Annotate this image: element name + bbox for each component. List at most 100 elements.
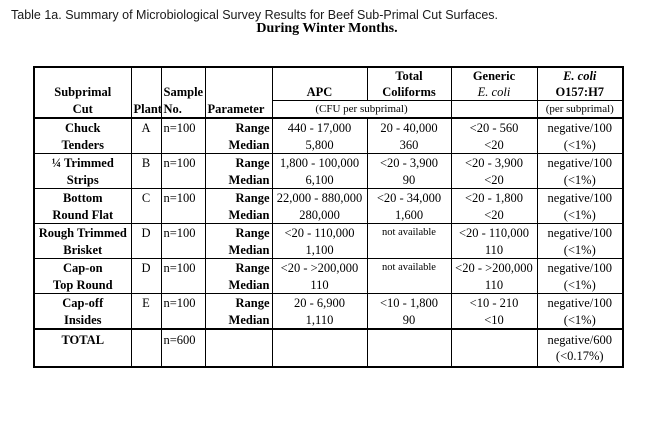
plant-cell: D	[131, 258, 162, 276]
sample-cell: n=100	[161, 153, 206, 171]
parameter-median: Median	[205, 136, 273, 154]
sample-cell: n=100	[161, 258, 206, 276]
o157-percent: (<1%)	[537, 136, 623, 154]
generic-median: 110	[451, 241, 538, 259]
cut-name-line2: Round Flat	[34, 206, 132, 224]
coliforms-median	[367, 276, 452, 294]
header-row-2: Subprimal Sample APC Coliforms E. coli O…	[34, 84, 623, 101]
o157-result: negative/100	[547, 225, 613, 240]
header-plant: Plant	[131, 100, 162, 119]
generic-cell	[451, 329, 538, 367]
header-parameter: Parameter	[205, 100, 273, 119]
sample-cell	[161, 276, 206, 294]
header-ecoli-unit: (per subprimal)	[537, 100, 623, 119]
header-cfu-unit: (CFU per subprimal)	[272, 100, 452, 119]
table-row: Rough Trimmed D n=100 Range <20 - 110,00…	[34, 223, 623, 241]
generic-median: <10	[451, 311, 538, 330]
coliforms-median	[367, 241, 452, 259]
cut-name-line2: Brisket	[34, 241, 132, 259]
table-row: Chuck A n=100 Range 440 - 17,000 20 - 40…	[34, 118, 623, 136]
total-o157: negative/600 (<0.17%)	[537, 329, 623, 367]
header-sample-line1: Sample	[161, 84, 206, 101]
header-cell	[272, 67, 368, 84]
table-row: Strips Median 6,100 90 <20 (<1%)	[34, 171, 623, 189]
plant-cell: A	[131, 118, 162, 136]
sample-cell	[161, 136, 206, 154]
cut-name-line2: Insides	[34, 311, 132, 330]
cut-name: Bottom	[34, 188, 132, 206]
sample-cell: n=100	[161, 223, 206, 241]
header-cell	[131, 84, 162, 101]
header-generic-line2: E. coli	[451, 84, 538, 101]
table-caption: Table 1a. Summary of Microbiological Sur…	[11, 8, 498, 22]
total-sample: n=600	[161, 329, 206, 367]
apc-median: 110	[272, 276, 368, 294]
table-row: Brisket Median 1,100 110 (<1%)	[34, 241, 623, 259]
plant-cell: B	[131, 153, 162, 171]
plant-cell	[131, 276, 162, 294]
parameter-range: Range	[205, 153, 273, 171]
sample-cell	[161, 311, 206, 330]
apc-range: 440 - 17,000	[272, 118, 368, 136]
survey-table: Total Generic E. coli Subprimal Sample A…	[33, 66, 624, 368]
apc-median: 280,000	[272, 206, 368, 224]
apc-range: 1,800 - 100,000	[272, 153, 368, 171]
header-cell	[205, 67, 273, 84]
parameter-cell	[205, 329, 273, 367]
o157-result: negative/100	[547, 260, 613, 275]
generic-range: <20 - >200,000	[451, 258, 538, 276]
header-cell	[34, 67, 132, 84]
total-o157-percent: (<0.17%)	[555, 349, 604, 363]
generic-median: <20	[451, 206, 538, 224]
plant-cell: E	[131, 293, 162, 311]
header-apc: APC	[272, 84, 368, 101]
coliforms-range: 20 - 40,000	[367, 118, 452, 136]
coliforms-range: <20 - 34,000	[367, 188, 452, 206]
o157-result: negative/100	[547, 120, 613, 135]
parameter-median: Median	[205, 311, 273, 330]
coliforms-range: not available	[367, 258, 452, 276]
header-subprimal-line1: Subprimal	[34, 84, 132, 101]
header-cell	[131, 67, 162, 84]
apc-cell	[272, 329, 368, 367]
generic-range: <10 - 210	[451, 293, 538, 311]
plant-cell	[131, 329, 162, 367]
parameter-median: Median	[205, 206, 273, 224]
table-row: Cap-off E n=100 Range 20 - 6,900 <10 - 1…	[34, 293, 623, 311]
apc-range: 22,000 - 880,000	[272, 188, 368, 206]
parameter-range: Range	[205, 188, 273, 206]
sample-cell	[161, 171, 206, 189]
table-row: Bottom C n=100 Range 22,000 - 880,000 <2…	[34, 188, 623, 206]
sample-cell	[161, 206, 206, 224]
generic-range: <20 - 560	[451, 118, 538, 136]
header-generic-line1: Generic	[451, 67, 538, 84]
apc-median: 5,800	[272, 136, 368, 154]
o157-percent: (<1%)	[537, 171, 623, 189]
plant-cell: C	[131, 188, 162, 206]
header-cell	[451, 100, 538, 119]
table-row: Tenders Median 5,800 360 <20 (<1%)	[34, 136, 623, 154]
o157-result: negative/100	[547, 190, 613, 205]
plant-cell: D	[131, 223, 162, 241]
coliforms-median: 1,600	[367, 206, 452, 224]
header-ecoli-line1: E. coli	[563, 69, 597, 83]
apc-range: 20 - 6,900	[272, 293, 368, 311]
o157-percent: (<1%)	[537, 206, 623, 224]
cut-name: Cap-on	[34, 258, 132, 276]
sample-cell: n=100	[161, 188, 206, 206]
cut-name: Rough Trimmed	[34, 223, 132, 241]
coliforms-cell	[367, 329, 452, 367]
o157-percent: (<1%)	[537, 241, 623, 259]
header-sample-line2: No.	[161, 100, 206, 119]
plant-cell	[131, 171, 162, 189]
plant-cell	[131, 311, 162, 330]
coliforms-range: <20 - 3,900	[367, 153, 452, 171]
header-row-1: Total Generic E. coli	[34, 67, 623, 84]
plant-cell	[131, 241, 162, 259]
o157-percent: (<1%)	[537, 311, 623, 330]
header-coliforms-line1: Total	[367, 67, 452, 84]
table-row: Top Round Median 110 110 (<1%)	[34, 276, 623, 294]
header-ecoli-line2: O157:H7	[555, 85, 605, 99]
table-row: Round Flat Median 280,000 1,600 <20 (<1%…	[34, 206, 623, 224]
sample-cell	[161, 241, 206, 259]
